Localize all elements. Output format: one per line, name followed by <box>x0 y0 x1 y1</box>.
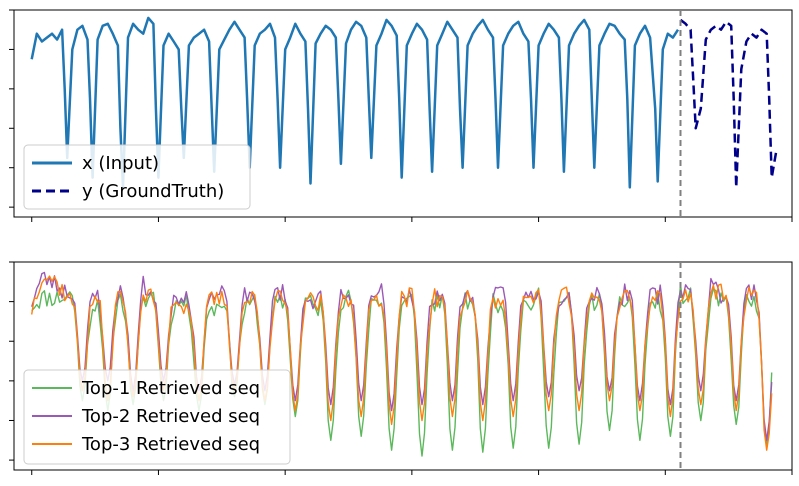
top-panel-legend: x (Input) y (GroundTruth) <box>23 144 251 210</box>
top-panel-frame <box>13 9 793 218</box>
top-legend-label-input: x (Input) <box>82 153 159 174</box>
bottom-panel: Top-1 Retrieved seq Top-2 Retrieved seq … <box>9 261 793 475</box>
bottom-legend-box <box>23 369 291 465</box>
bottom-legend-label-top1: Top-1 Retrieved seq <box>81 378 260 399</box>
bottom-panel-series <box>31 271 773 457</box>
series-line-y-groundtruth <box>679 18 779 189</box>
bottom-legend-label-top2: Top-2 Retrieved seq <box>81 406 260 427</box>
bottom-panel-legend: Top-1 Retrieved seq Top-2 Retrieved seq … <box>23 369 291 465</box>
bottom-panel-frame <box>13 261 793 471</box>
bottom-legend-label-top3: Top-3 Retrieved seq <box>81 434 260 455</box>
series-line-x-input <box>30 16 680 189</box>
top-legend-box <box>23 144 251 210</box>
top-legend-label-groundtruth: y (GroundTruth) <box>82 181 224 202</box>
top-panel: x (Input) y (GroundTruth) <box>9 9 793 222</box>
bottom-panel-ticks <box>9 261 793 475</box>
top-panel-series <box>30 16 779 189</box>
series-line-top-3-retrieved-seq <box>31 275 773 451</box>
top-panel-ticks <box>9 9 793 222</box>
